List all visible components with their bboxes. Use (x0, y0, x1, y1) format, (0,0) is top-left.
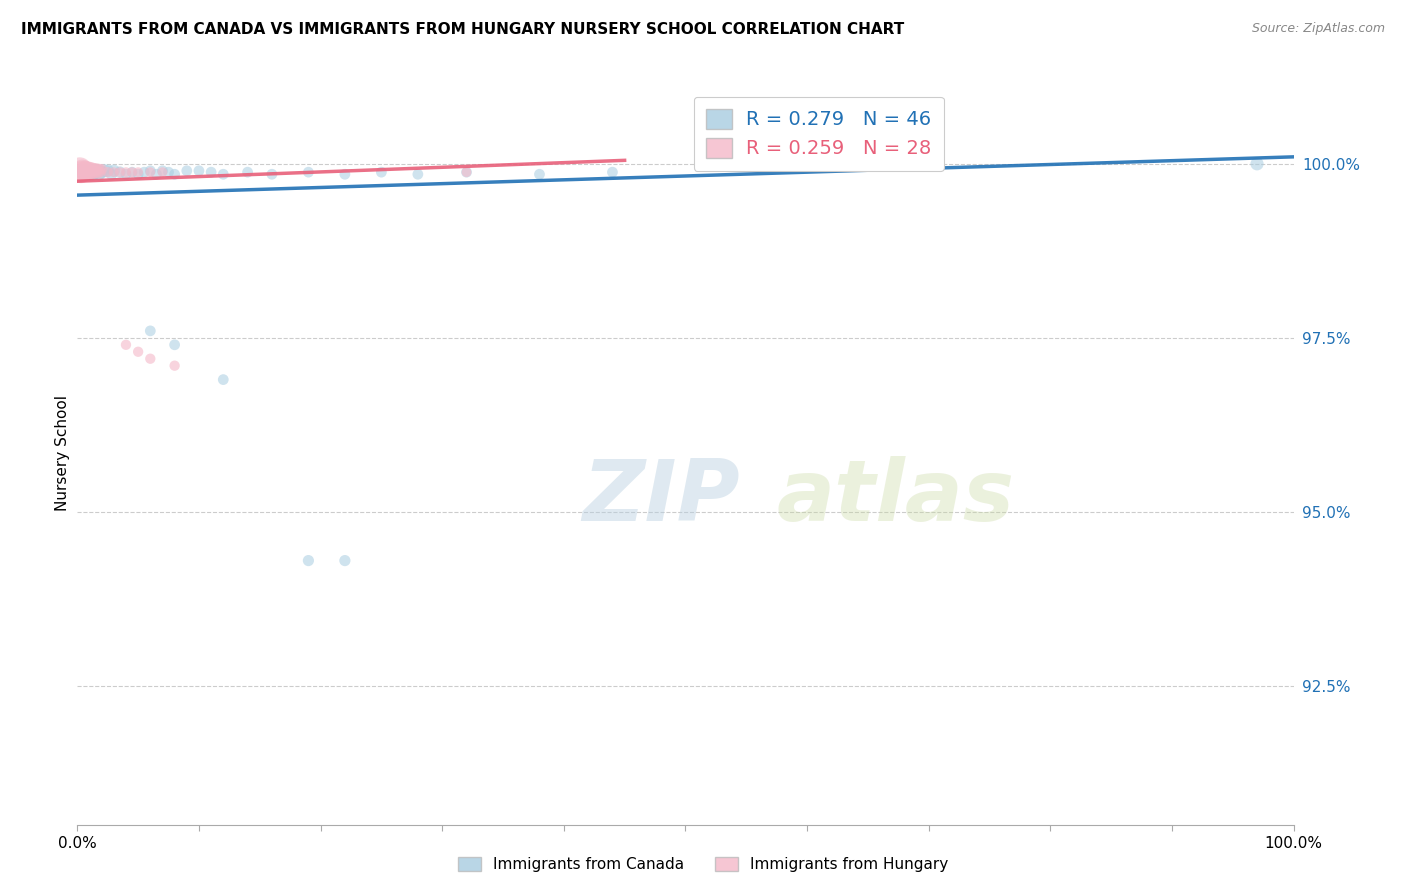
Point (212, 373, 235, 387)
Point (87, 163, 110, 178)
Point (77, 163, 100, 178)
Point (97, 165, 120, 179)
Legend: Immigrants from Canada, Immigrants from Hungary: Immigrants from Canada, Immigrants from … (450, 849, 956, 880)
Point (134, 165, 156, 179)
Point (70, 163, 93, 178)
Point (127, 167, 149, 181)
Point (69, 162, 91, 177)
Point (80, 163, 103, 178)
Point (139, 165, 162, 179)
Point (89, 163, 111, 178)
Point (127, 344, 149, 359)
Point (145, 167, 167, 181)
Point (529, 167, 551, 181)
Text: atlas: atlas (776, 456, 1015, 539)
Point (103, 163, 125, 178)
Point (456, 165, 478, 179)
Point (75, 163, 97, 178)
Point (77, 165, 100, 179)
Text: Source: ZipAtlas.com: Source: ZipAtlas.com (1251, 22, 1385, 36)
Point (73, 163, 96, 178)
Point (297, 553, 319, 567)
Point (115, 167, 138, 181)
Point (89, 167, 111, 181)
Point (70, 165, 93, 179)
Point (297, 165, 319, 179)
Point (236, 165, 259, 179)
Point (115, 165, 138, 179)
Point (86, 162, 108, 177)
Point (163, 167, 186, 181)
Point (456, 165, 478, 179)
Point (188, 163, 211, 178)
Point (83, 162, 105, 177)
Point (76, 165, 98, 179)
Point (108, 165, 131, 179)
Point (90, 162, 112, 177)
Point (90, 165, 112, 179)
Legend: R = 0.279   N = 46, R = 0.259   N = 28: R = 0.279 N = 46, R = 0.259 N = 28 (693, 96, 943, 171)
Point (157, 165, 180, 179)
Point (97, 163, 120, 178)
Point (82, 165, 104, 179)
Point (73, 162, 96, 177)
Point (139, 163, 162, 178)
Point (79, 162, 101, 177)
Point (80, 163, 103, 178)
Point (176, 163, 198, 178)
Point (80, 165, 103, 179)
Point (84, 165, 107, 179)
Text: ZIP: ZIP (582, 456, 740, 539)
Point (72, 165, 94, 179)
Point (89, 162, 111, 177)
Point (121, 165, 143, 179)
Point (89, 165, 111, 179)
Point (72, 167, 94, 181)
Point (200, 165, 222, 179)
Text: 0.0%: 0.0% (58, 836, 97, 851)
Point (83, 163, 105, 178)
Point (163, 359, 186, 373)
Point (139, 351, 162, 366)
Point (370, 165, 392, 179)
Point (76, 162, 98, 177)
Text: IMMIGRANTS FROM CANADA VS IMMIGRANTS FROM HUNGARY NURSERY SCHOOL CORRELATION CHA: IMMIGRANTS FROM CANADA VS IMMIGRANTS FRO… (21, 22, 904, 37)
Point (602, 165, 624, 179)
Point (333, 553, 356, 567)
Point (93, 163, 115, 178)
Point (121, 165, 143, 179)
Point (127, 165, 149, 179)
Point (87, 165, 110, 179)
Point (80, 162, 103, 177)
Text: 100.0%: 100.0% (1264, 836, 1323, 851)
Point (115, 338, 138, 352)
Point (152, 165, 174, 179)
Point (333, 167, 356, 181)
Point (84, 163, 107, 178)
Point (108, 165, 131, 179)
Point (212, 167, 235, 181)
Point (79, 167, 101, 181)
Point (163, 338, 186, 352)
Point (82, 167, 104, 181)
Point (103, 165, 125, 179)
Point (70, 162, 93, 177)
Point (75, 165, 97, 179)
Point (152, 163, 174, 178)
Point (406, 167, 429, 181)
Point (1246, 157, 1268, 171)
Y-axis label: Nursery School: Nursery School (55, 394, 70, 511)
Point (86, 165, 108, 179)
Point (260, 167, 283, 181)
Point (139, 324, 162, 338)
Point (69, 163, 91, 178)
Point (100, 167, 122, 181)
